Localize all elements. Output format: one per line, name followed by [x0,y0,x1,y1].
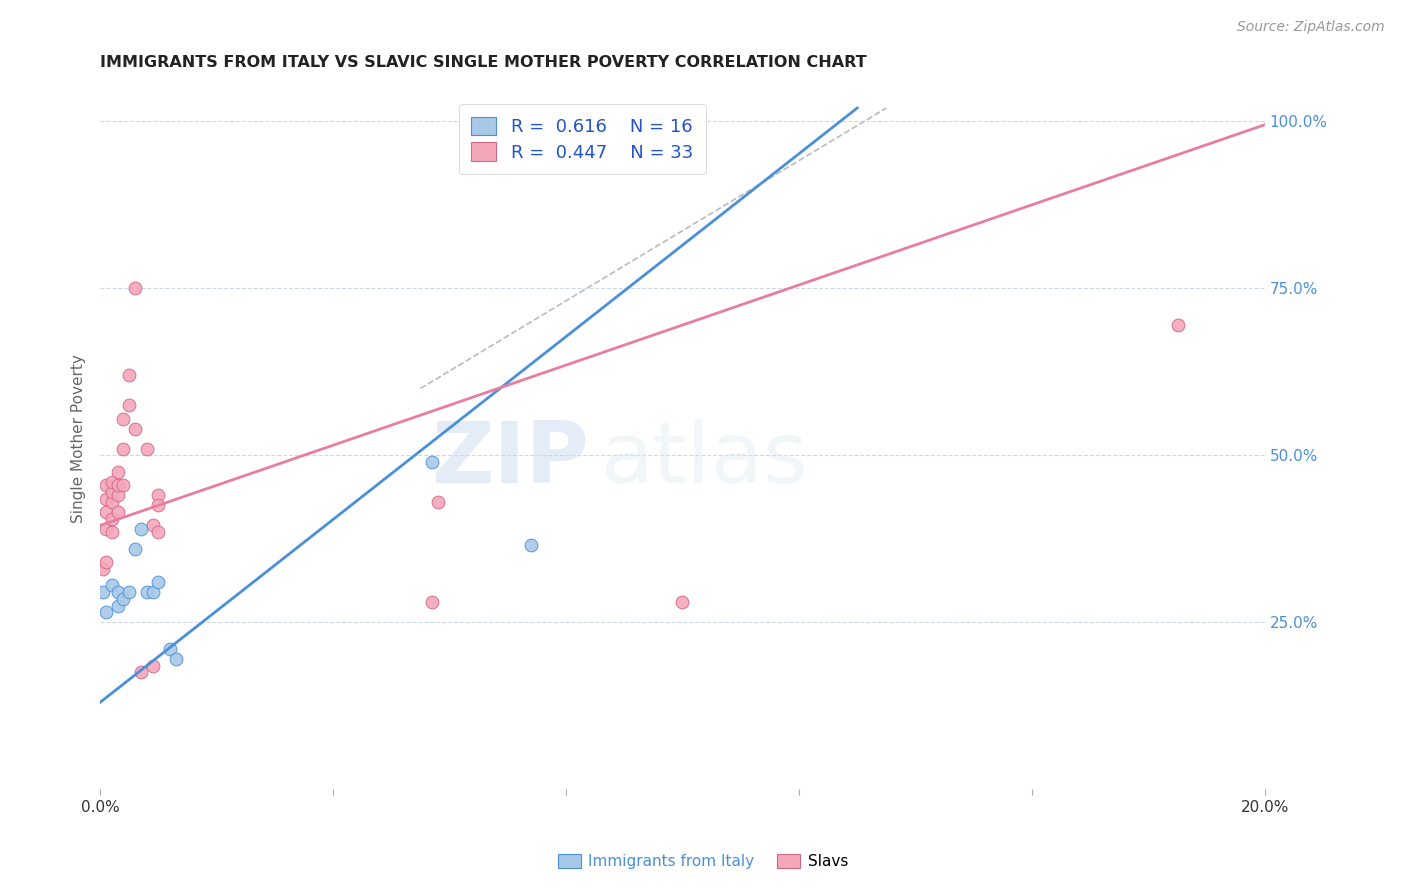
Point [148,499,170,513]
Point [107,465,129,479]
Point [129,665,152,680]
Point [94,505,117,519]
Point [94,491,117,506]
Point [159,641,181,656]
Point [100,485,122,500]
Point [520,538,543,552]
Point [107,599,129,613]
Legend: R =  0.616    N = 16, R =  0.447    N = 33: R = 0.616 N = 16, R = 0.447 N = 33 [458,104,706,174]
Point [112,591,135,606]
Point [107,505,129,519]
Point [100,475,122,489]
Point [671,595,693,609]
Point [420,595,443,609]
Point [100,578,122,592]
Point [94,522,117,536]
Point [100,524,122,539]
Point [148,488,170,502]
Point [148,575,170,590]
Text: atlas: atlas [600,418,808,501]
Text: ZIP: ZIP [432,418,589,501]
Point [91,585,114,599]
Point [112,411,135,425]
Point [107,488,129,502]
Point [148,524,170,539]
Point [124,281,146,295]
Point [135,442,157,456]
Point [135,585,157,599]
Point [141,658,163,673]
Legend: Immigrants from Italy, Slavs: Immigrants from Italy, Slavs [551,847,855,875]
Point [124,421,146,435]
Point [107,478,129,492]
Point [141,518,163,533]
Text: Source: ZipAtlas.com: Source: ZipAtlas.com [1237,20,1385,34]
Point [100,495,122,509]
Point [118,368,141,383]
Point [426,495,449,509]
Point [118,585,141,599]
Point [91,562,114,576]
Point [94,478,117,492]
Point [100,511,122,525]
Y-axis label: Single Mother Poverty: Single Mother Poverty [72,354,86,523]
Text: IMMIGRANTS FROM ITALY VS SLAVIC SINGLE MOTHER POVERTY CORRELATION CHART: IMMIGRANTS FROM ITALY VS SLAVIC SINGLE M… [100,55,866,70]
Point [112,442,135,456]
Point [141,585,163,599]
Point [107,585,129,599]
Point [112,478,135,492]
Point [124,541,146,556]
Point [94,555,117,569]
Point [420,455,443,469]
Point [94,605,117,619]
Point [129,522,152,536]
Point [1166,318,1188,332]
Point [118,398,141,412]
Point [165,652,187,666]
